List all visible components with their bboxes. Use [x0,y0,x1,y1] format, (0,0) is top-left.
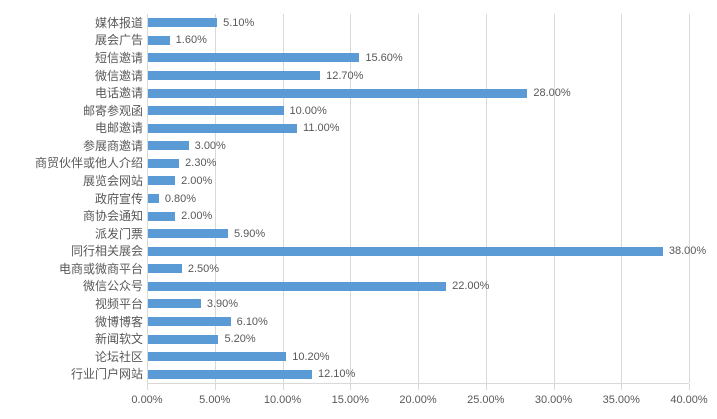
category-label: 电商或微商平台 [58,261,143,276]
x-axis-tick-label: 5.00% [199,394,231,406]
x-axis-tick-label: 10.00% [263,394,302,406]
vertical-gridline [147,14,148,383]
x-axis-tick-mark [147,384,148,390]
value-label: 3.90% [206,297,239,310]
value-label: 38.00% [668,245,707,258]
bar [148,369,312,379]
category-label: 邮寄参观函 [82,103,143,118]
vertical-gridline [621,14,623,383]
x-axis-line [147,383,689,384]
bar [148,123,298,133]
x-axis-tick-mark [214,384,216,390]
bar [148,317,231,326]
bar [148,88,528,98]
bar [148,299,201,309]
bar [148,281,447,291]
vertical-gridline [689,14,690,383]
bar [148,158,180,168]
x-axis-tick-mark [418,384,419,390]
value-label: 12.70% [326,69,364,82]
x-axis-tick-mark [282,384,284,390]
category-label: 商协会通知 [82,209,143,224]
vertical-gridline [553,14,555,383]
vertical-gridline [214,14,216,383]
bar [148,71,321,80]
bar [148,176,176,186]
value-label: 10.00% [289,104,327,117]
x-axis-tick-mark [553,384,555,390]
bar [148,18,218,28]
value-label: 3.00% [194,139,226,152]
bar [148,211,176,221]
vertical-gridline [350,14,352,383]
value-label: 2.30% [185,157,217,170]
bar [148,264,182,274]
bar [148,229,228,239]
value-label: 5.10% [223,16,255,29]
category-label: 微信公众号 [82,279,143,294]
x-axis-tick-mark [689,384,690,390]
value-label: 5.90% [233,227,266,240]
category-label: 展览会网站 [82,173,143,188]
vertical-gridline [282,14,284,383]
category-label: 电邮邀请 [94,121,143,136]
category-label: 新闻软文 [94,332,143,347]
value-label: 28.00% [533,87,571,100]
vertical-gridline [418,14,419,383]
value-label: 11.00% [303,122,340,135]
bar [148,352,287,362]
bar [148,106,284,116]
category-label: 商贸伙伴或他人介绍 [34,156,143,171]
category-label: 视频平台 [94,296,143,311]
x-axis-tick-label: 0.00% [131,394,163,406]
bar [148,334,219,344]
value-label: 22.00% [452,280,490,293]
x-axis-tick-mark [621,384,623,390]
vertical-gridline [485,14,487,383]
bar [148,141,189,151]
bar [148,246,663,256]
x-axis-tick-mark [350,384,352,390]
category-label: 派发门票 [94,226,143,241]
value-label: 2.50% [187,262,220,275]
value-label: 6.10% [236,315,268,328]
value-label: 15.60% [365,51,403,64]
x-axis-tick-label: 30.00% [534,394,573,406]
x-axis-tick-label: 25.00% [467,394,505,406]
value-label: 0.80% [164,192,197,205]
value-label: 2.00% [181,210,213,223]
category-label: 媒体报道 [94,15,143,30]
bar [148,194,159,203]
category-label: 微信邀请 [94,68,143,83]
category-label: 微博博客 [94,314,143,329]
bar [148,35,170,45]
category-label: 电话邀请 [94,86,143,101]
x-axis-tick-label: 40.00% [670,394,708,406]
category-label: 参展商邀请 [82,138,143,153]
category-label: 展会广告 [94,33,143,48]
category-label: 同行相关展会 [70,244,143,259]
x-axis-tick-mark [485,384,487,390]
x-axis-tick-label: 15.00% [331,394,369,406]
category-label: 论坛社区 [94,349,143,364]
value-label: 10.20% [292,350,330,363]
category-label: 行业门户网站 [70,367,143,382]
value-label: 12.10% [317,368,356,381]
bar [148,53,360,63]
x-axis-tick-label: 20.00% [399,394,437,406]
category-label: 政府宣传 [94,191,143,206]
value-label: 2.00% [181,174,213,187]
category-label: 短信邀请 [94,50,143,65]
x-axis-tick-label: 35.00% [602,394,640,406]
value-label: 1.60% [175,34,207,47]
value-label: 5.20% [224,333,256,346]
